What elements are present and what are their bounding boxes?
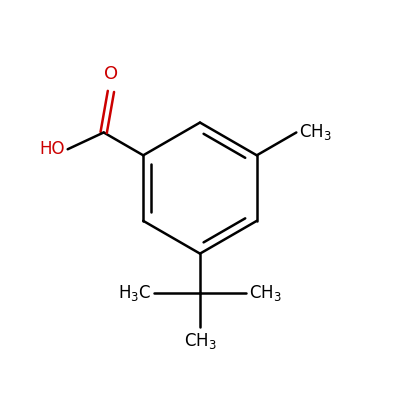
Text: O: O: [104, 65, 118, 83]
Text: HO: HO: [39, 140, 64, 158]
Text: CH$_3$: CH$_3$: [249, 283, 282, 303]
Text: H$_3$C: H$_3$C: [118, 283, 151, 303]
Text: CH$_3$: CH$_3$: [300, 122, 332, 142]
Text: CH$_3$: CH$_3$: [184, 331, 216, 351]
